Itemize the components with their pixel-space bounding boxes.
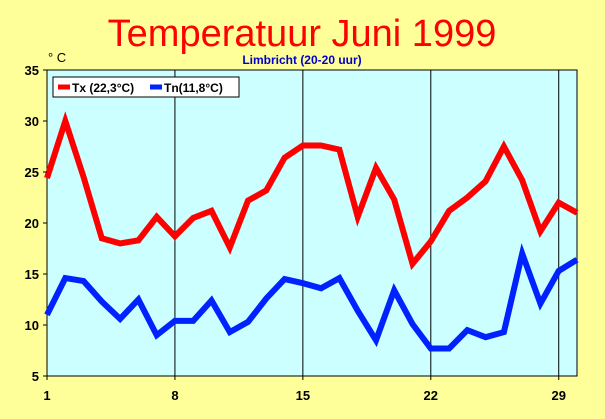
y-tick-label-10: 10: [25, 318, 39, 333]
chart-subtitle: Limbricht (20-20 uur): [242, 53, 361, 67]
y-axis-unit: ° C: [48, 50, 66, 65]
y-tick-label-30: 30: [25, 114, 39, 129]
legend-box: [52, 76, 240, 98]
x-tick-label-29: 29: [551, 388, 565, 403]
x-tick-label-8: 8: [171, 388, 178, 403]
y-tick-label-15: 15: [25, 267, 39, 282]
y-tick-label-20: 20: [25, 216, 39, 231]
y-tick-label-35: 35: [25, 63, 39, 78]
legend-label-tn: Tn(11,8°C): [164, 81, 223, 95]
legend-label-tx: Tx (22,3°C): [72, 81, 134, 95]
y-axis-ticks: 5 10 15 20 25 30 35: [25, 63, 47, 384]
series-line-1: [44, 243, 579, 352]
series-line-0: [44, 111, 579, 271]
plot-area: [46, 69, 578, 377]
legend: Tx (22,3°C) Tn(11,8°C): [52, 76, 240, 98]
x-tick-label-1: 1: [43, 388, 50, 403]
x-tick-label-15: 15: [296, 388, 310, 403]
chart-title: Temperatuur Juni 1999: [108, 13, 497, 55]
x-tick-label-22: 22: [424, 388, 438, 403]
grid-lines: [174, 70, 560, 376]
series-layer: [44, 111, 579, 352]
x-axis-ticks: 1 8 15 22 29: [43, 376, 566, 403]
y-tick-label-5: 5: [32, 369, 39, 384]
y-tick-label-25: 25: [25, 165, 39, 180]
